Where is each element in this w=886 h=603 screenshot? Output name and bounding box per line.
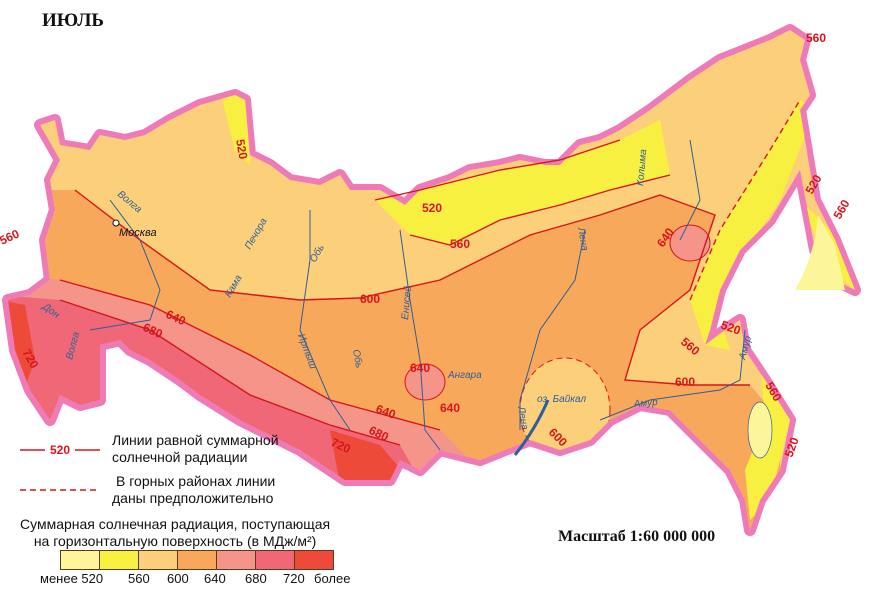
isoline-520-north xyxy=(374,139,621,201)
river-label: Колыма xyxy=(635,148,649,186)
color-swatch xyxy=(100,551,139,569)
isoline-560-north xyxy=(409,174,671,246)
legend-text: даны предположительно xyxy=(112,490,274,506)
iso-label: 600 xyxy=(360,292,380,306)
city-moscow: Москва xyxy=(119,227,157,239)
zone-640-kolyma xyxy=(669,224,711,262)
river-label: Лена xyxy=(575,226,590,252)
zone-less-520 xyxy=(795,215,845,290)
legend-text: Суммарная солнечная радиация, поступающа… xyxy=(20,516,331,532)
isolines xyxy=(59,99,801,446)
river-label: Ангара xyxy=(447,370,482,381)
map-title: ИЮЛЬ xyxy=(42,10,104,31)
scale-tick: 640 xyxy=(204,571,226,586)
scale-tick: 720 xyxy=(283,571,305,586)
moscow-marker xyxy=(112,219,120,227)
iso-label: 640 xyxy=(440,401,460,415)
legend-text: Линии равной суммарной xyxy=(112,432,279,448)
iso-label: 520 xyxy=(782,435,802,459)
color-swatch xyxy=(217,551,256,569)
iso-label: 560 xyxy=(450,237,470,251)
scale-tick: 600 xyxy=(167,571,189,586)
color-swatch xyxy=(256,551,295,569)
zone-720-altai xyxy=(330,430,410,485)
river-label: Амур xyxy=(632,397,658,410)
color-swatch xyxy=(61,551,100,569)
river-label: Лена xyxy=(515,405,530,431)
lake-baikal xyxy=(513,399,550,456)
rivers xyxy=(89,139,746,451)
legend-scale-title: Суммарная солнечная радиация, поступающа… xyxy=(20,516,330,550)
iso-label: 560 xyxy=(806,31,826,45)
map-scale: Масштаб 1:60 000 000 xyxy=(558,528,716,545)
iso-label: 640 xyxy=(410,361,430,375)
iso-label: 520 xyxy=(233,138,250,160)
legend-solid-text: Линии равной суммарной солнечной радиаци… xyxy=(112,432,279,466)
scale-tick: менее 520 xyxy=(40,571,104,586)
iso-label: 560 xyxy=(0,226,22,247)
color-swatch xyxy=(295,551,333,569)
iso-label: 560 xyxy=(830,197,852,222)
zone-520-kola xyxy=(220,90,250,165)
zone-640-angara xyxy=(404,363,446,401)
zone-520-560-taimyr xyxy=(375,120,670,245)
color-scale-bar xyxy=(60,550,334,570)
legend-solid-line-label: 520 xyxy=(50,443,70,457)
zone-520-okhotsk xyxy=(690,100,815,350)
isoline-560-east xyxy=(689,99,801,301)
sakhalin xyxy=(747,401,773,459)
legend-text: солнечной радиации xyxy=(112,449,248,465)
legend-text: В горных районах линии xyxy=(116,473,276,489)
scale-tick: 680 xyxy=(245,571,267,586)
legend-dashed-text: В горных районах линии даны предположите… xyxy=(112,473,275,507)
color-swatch xyxy=(178,551,217,569)
lake-label: оз. Байкал xyxy=(537,394,586,405)
scale-tick: 560 xyxy=(128,571,150,586)
isoline-680 xyxy=(59,299,401,446)
scale-tick: более xyxy=(314,571,351,586)
river-label: Енисей xyxy=(400,285,414,320)
iso-label: 520 xyxy=(422,201,442,215)
legend-text: на горизонтальную поверхность (в МДж/м²) xyxy=(33,533,317,549)
iso-label: 520 xyxy=(719,318,743,338)
color-swatch xyxy=(139,551,178,569)
river-label: Обь xyxy=(350,348,365,368)
isoline-600 xyxy=(74,189,750,386)
isoline-640 xyxy=(59,279,441,431)
iso-label: 600 xyxy=(675,375,695,389)
iso-label: 640 xyxy=(374,402,398,422)
